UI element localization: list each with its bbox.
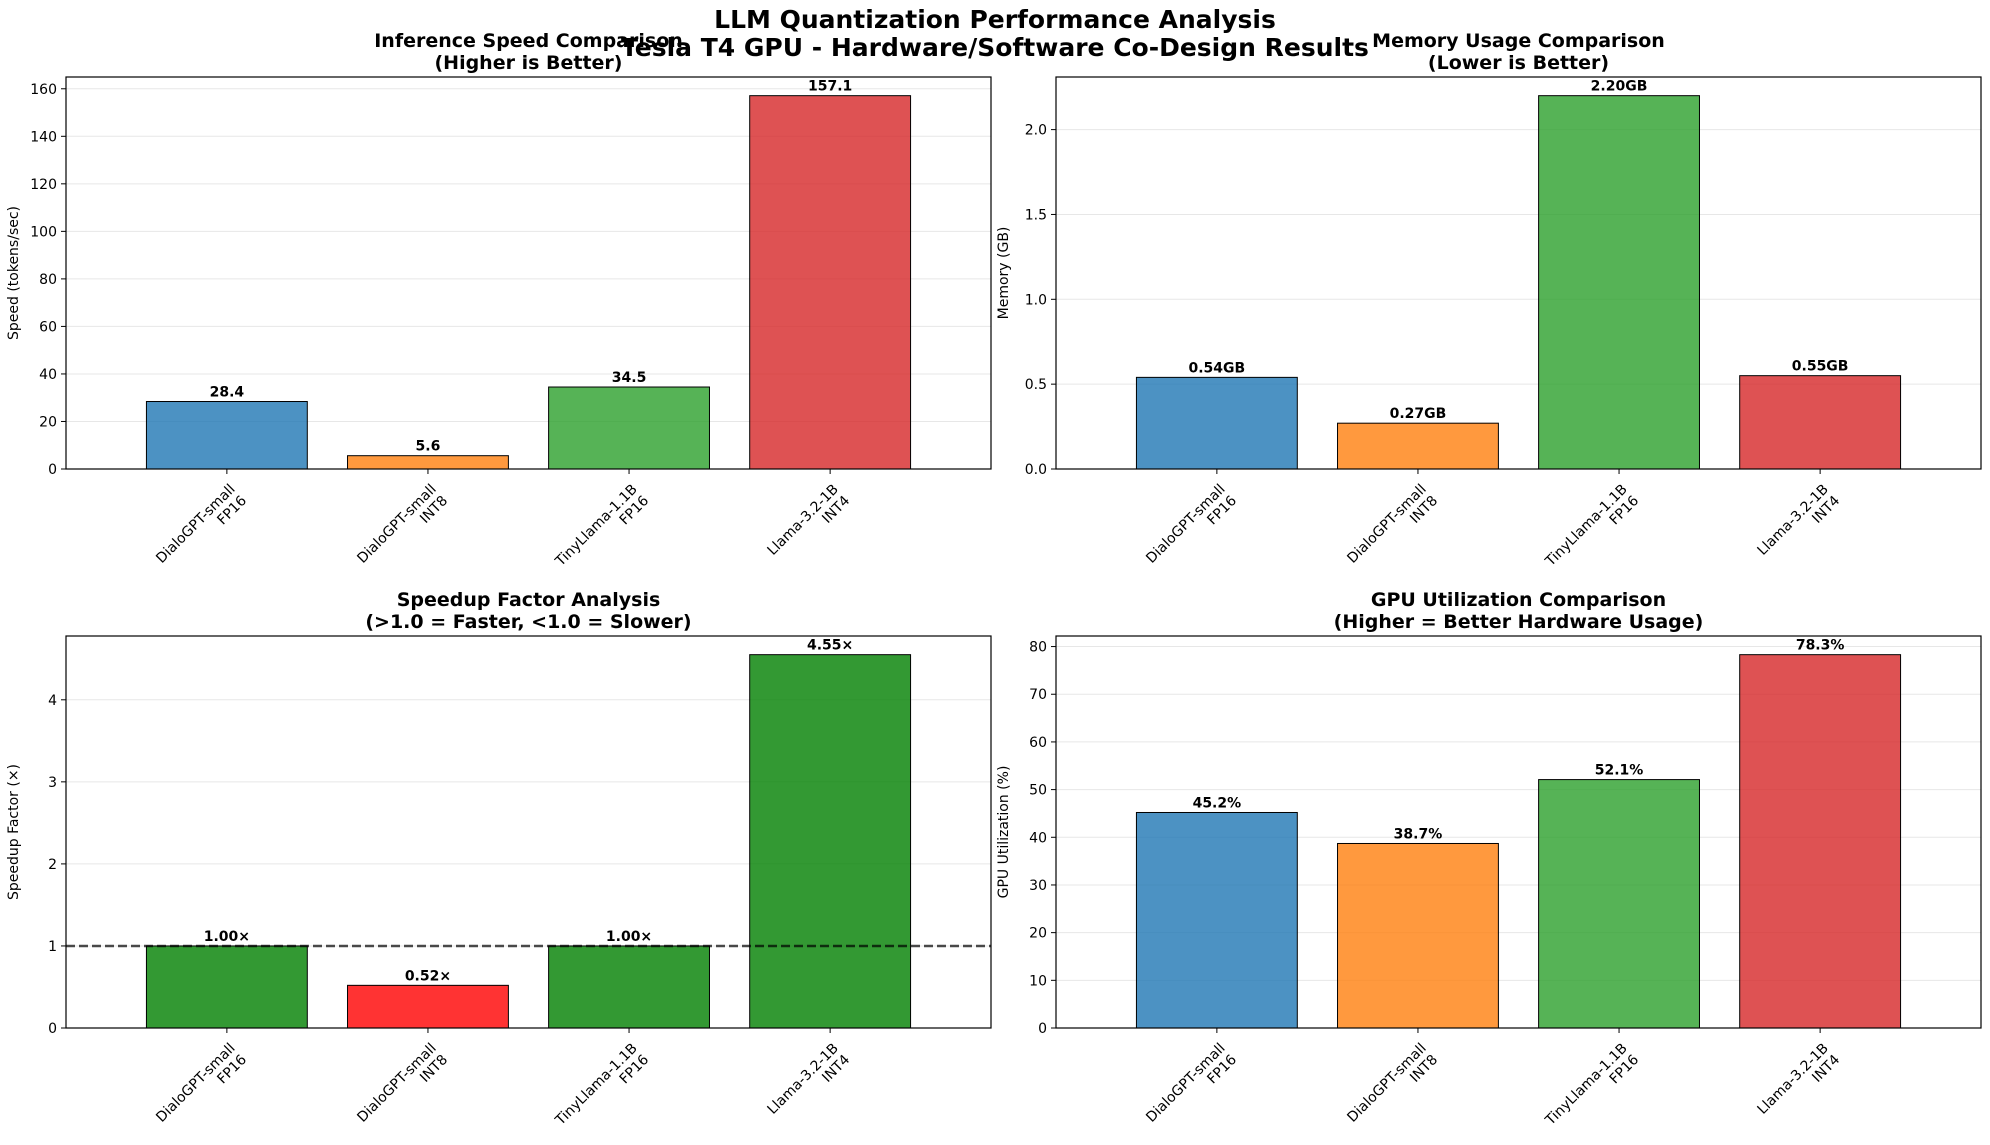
- bar: [548, 945, 710, 1029]
- data-label: 78.3%: [1796, 638, 1845, 654]
- axes-frame: [65, 76, 992, 470]
- y-tick-label: 0: [48, 1021, 57, 1037]
- y-tick-label: 80: [1029, 640, 1047, 656]
- data-label: 38.7%: [1394, 826, 1443, 842]
- y-tick-label: 1.0: [1025, 292, 1047, 308]
- data-label: 1.00×: [606, 929, 652, 945]
- bar: [749, 95, 912, 470]
- y-tick-label: 30: [1029, 878, 1047, 894]
- bar: [1337, 422, 1499, 470]
- y-tick-label: 1: [48, 939, 57, 955]
- chart-title-line-2: (Lower is Better): [1428, 52, 1609, 74]
- x-tick-label: Llama-3.2-1BINT4: [765, 1040, 854, 1129]
- y-tick-label: 4: [48, 693, 57, 709]
- y-axis-label: GPU Utilization (%): [996, 766, 1012, 899]
- bar: [1135, 811, 1298, 1029]
- y-tick-label: 3: [48, 775, 57, 791]
- y-tick-label: 2: [48, 857, 57, 873]
- figure-suptitle-line-1: LLM Quantization Performance Analysis: [714, 5, 1276, 34]
- data-label: 0.54GB: [1189, 360, 1246, 376]
- y-axis-label: Memory (GB): [996, 227, 1012, 320]
- axes-frame: [1055, 76, 1982, 470]
- y-tick-label: 0.5: [1025, 377, 1047, 393]
- bar: [1337, 842, 1499, 1029]
- data-label: 28.4: [210, 385, 245, 401]
- data-label: 1.00×: [204, 929, 250, 945]
- x-tick-label: DialoGPT-smallINT8: [1344, 481, 1441, 578]
- y-tick-label: 10: [1029, 973, 1047, 989]
- y-tick-label: 40: [39, 367, 57, 383]
- y-tick-label: 0: [48, 462, 57, 478]
- y-tick-label: 60: [39, 319, 57, 335]
- axes-frame: [65, 635, 992, 1029]
- bar: [1739, 375, 1902, 470]
- y-tick-label: 80: [39, 272, 57, 288]
- x-tick-label: TinyLlama-1.1BFP16: [1542, 1040, 1642, 1140]
- chart-title-line-1: GPU Utilization Comparison: [1371, 589, 1666, 611]
- x-tick-label: Llama-3.2-1BINT4: [1755, 1040, 1844, 1129]
- x-tick-label: DialoGPT-smallFP16: [153, 481, 250, 578]
- x-tick-label: Llama-3.2-1BINT4: [765, 481, 854, 570]
- y-tick-label: 120: [30, 177, 57, 193]
- bar: [1538, 779, 1700, 1029]
- chart-panel-4: 45.2% 38.7% 52.1% 78.3% 0 10 20 30 40 50 60 70 80 Dia…: [996, 589, 1982, 1140]
- x-tick-label: DialoGPT-smallFP16: [1143, 481, 1240, 578]
- bar: [145, 945, 308, 1029]
- data-label: 0.52×: [405, 968, 451, 984]
- data-label: 45.2%: [1193, 795, 1242, 811]
- y-tick-label: 0.0: [1025, 462, 1047, 478]
- chart-title-line-2: (Higher is Better): [434, 52, 622, 74]
- x-tick-label: TinyLlama-1.1BFP16: [552, 1040, 652, 1140]
- bar: [145, 401, 308, 470]
- x-tick-label: DialoGPT-smallINT8: [1344, 1040, 1441, 1137]
- figure-suptitle-line-2: Tesla T4 GPU - Hardware/Software Co-Desi…: [621, 33, 1369, 62]
- y-tick-label: 40: [1029, 830, 1047, 846]
- y-axis-label: Speedup Factor (×): [6, 764, 22, 900]
- y-axis-label: Speed (tokens/sec): [6, 206, 22, 340]
- data-label: 5.6: [416, 439, 441, 455]
- data-label: 2.20GB: [1591, 79, 1648, 95]
- y-tick-label: 60: [1029, 735, 1047, 751]
- chart-panel-3: 1.00× 0.52× 1.00× 4.55× 0 1 2 3 4 DialoGPT-smallF…: [6, 589, 992, 1140]
- axes-frame: [1055, 635, 1982, 1029]
- x-tick-label: DialoGPT-smallFP16: [153, 1040, 250, 1137]
- chart-title-line-1: Speedup Factor Analysis: [397, 589, 661, 611]
- bar: [1135, 376, 1298, 470]
- chart-panel-1: 28.4 5.6 34.5 157.1 0 20 40 60 80 100 120 140 160 Dia…: [6, 30, 992, 581]
- y-tick-label: 1.5: [1025, 207, 1047, 223]
- y-tick-label: 140: [30, 129, 57, 145]
- y-tick-label: 50: [1029, 783, 1047, 799]
- chart-title-line-1: Memory Usage Comparison: [1372, 30, 1665, 52]
- chart-title-line-2: (>1.0 = Faster, <1.0 = Slower): [365, 611, 691, 633]
- chart-title-line-2: (Higher = Better Hardware Usage): [1334, 611, 1704, 633]
- x-tick-label: DialoGPT-smallFP16: [1143, 1040, 1240, 1137]
- data-label: 52.1%: [1595, 763, 1644, 779]
- bar: [749, 654, 912, 1029]
- data-label: 0.27GB: [1390, 406, 1447, 422]
- y-tick-label: 20: [39, 414, 57, 430]
- y-tick-label: 70: [1029, 687, 1047, 703]
- x-tick-label: TinyLlama-1.1BFP16: [1542, 481, 1642, 581]
- chart-title-line-1: Inference Speed Comparison: [374, 30, 683, 52]
- bar: [347, 455, 509, 470]
- y-tick-label: 20: [1029, 926, 1047, 942]
- x-tick-label: DialoGPT-smallINT8: [354, 1040, 451, 1137]
- chart-panel-2: 0.54GB 0.27GB 2.20GB 0.55GB 0.0 0.5 1.0 1.5 2.0 D…: [996, 30, 1982, 581]
- bar: [548, 386, 710, 470]
- data-label: 34.5: [612, 370, 647, 386]
- y-tick-label: 160: [30, 82, 57, 98]
- data-label: 0.55GB: [1792, 359, 1849, 375]
- x-tick-label: Llama-3.2-1BINT4: [1755, 481, 1844, 570]
- bar: [347, 984, 509, 1029]
- y-tick-label: 2.0: [1025, 123, 1047, 139]
- x-tick-label: TinyLlama-1.1BFP16: [552, 481, 652, 581]
- y-tick-label: 0: [1038, 1021, 1047, 1037]
- bar: [1538, 95, 1700, 470]
- y-tick-label: 100: [30, 224, 57, 240]
- x-tick-label: DialoGPT-smallINT8: [354, 481, 451, 578]
- data-label: 4.55×: [807, 638, 853, 654]
- data-label: 157.1: [808, 79, 852, 95]
- bar: [1739, 654, 1902, 1029]
